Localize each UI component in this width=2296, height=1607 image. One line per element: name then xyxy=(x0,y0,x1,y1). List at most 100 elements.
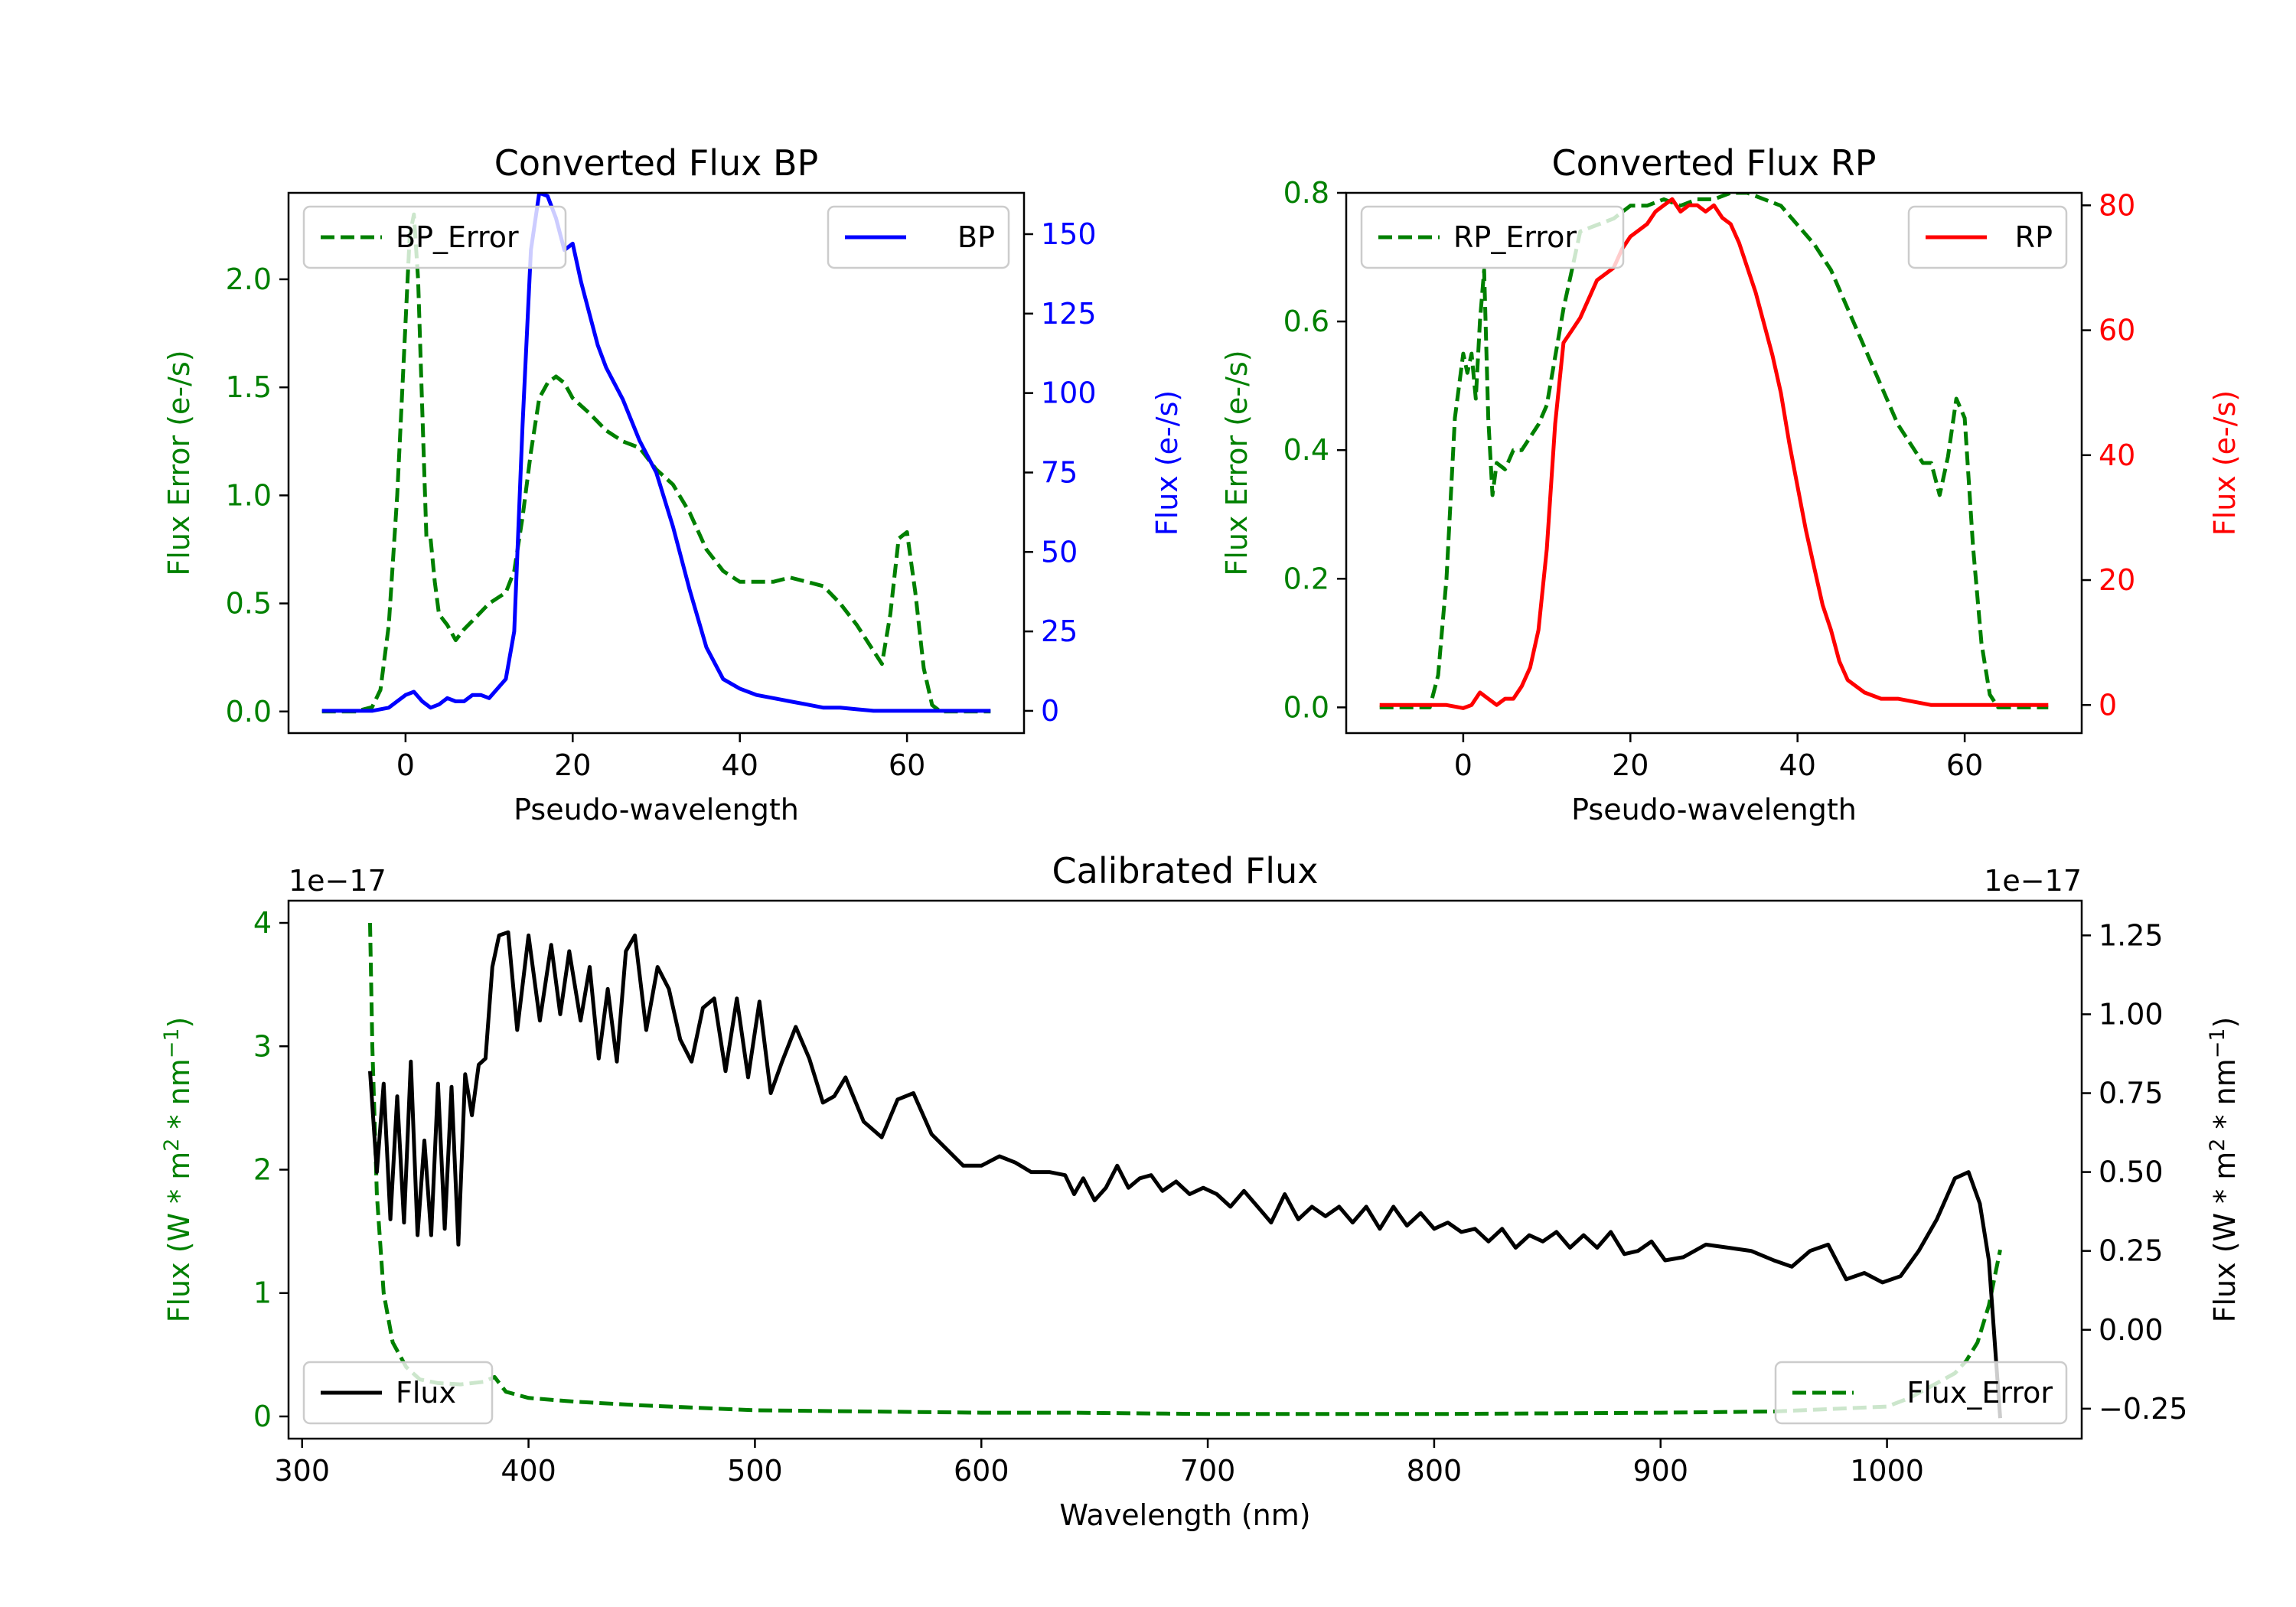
y-right-tick-label: 80 xyxy=(2099,188,2135,222)
axes-frame xyxy=(1345,191,2083,735)
y-left-tick-label: 1.0 xyxy=(226,478,272,512)
y-axis-label-right: Flux (e-/s) xyxy=(2208,390,2242,536)
label-sup: 2 xyxy=(160,1139,184,1152)
y-left-tick-label: 0.6 xyxy=(1283,305,1329,338)
y-right-tick-label: 0.00 xyxy=(2099,1313,2164,1347)
x-tick-label: 40 xyxy=(722,748,758,782)
legend-right: RP xyxy=(1907,205,2068,269)
y-left-tick-label: 1.5 xyxy=(226,370,272,404)
chart-title: Converted Flux BP xyxy=(494,142,819,184)
panel-rp: 0 20 40 60 0.0 0.2 0.4 0.6 0.8 0 20 40 60 80 Converted… xyxy=(1220,142,2242,826)
legend-box xyxy=(1907,205,2068,269)
y-right-tick-label: 0.50 xyxy=(2099,1156,2164,1189)
y-right-tick-label: 150 xyxy=(1041,217,1097,251)
legend-box xyxy=(302,1361,494,1425)
chart-title: Calibrated Flux xyxy=(1052,850,1319,892)
y-left-tick-label: 0.8 xyxy=(1283,176,1329,210)
y-right-tick-label: 1.25 xyxy=(2099,918,2164,952)
x-tick-label: 600 xyxy=(954,1454,1009,1488)
y-axis-label-left: Flux Error (e-/s) xyxy=(162,350,196,575)
x-axis-label: Wavelength (nm) xyxy=(1059,1498,1310,1532)
label-part: ) xyxy=(162,1017,196,1028)
y-right-tick-label: 25 xyxy=(1041,614,1078,648)
legend-box xyxy=(1774,1361,2068,1425)
x-tick-label: 60 xyxy=(1946,748,1983,782)
panel-calibrated: 300 400 500 600 700 800 900 1000 0 1 2 3 4 −0.25 0.00 0… xyxy=(160,850,2242,1532)
x-tick-label: 0 xyxy=(1454,748,1473,782)
y-right-tick-label: 0.25 xyxy=(2099,1234,2164,1268)
y-axis-label-right: Flux (W * m2 * nm−1) xyxy=(2206,1017,2242,1323)
series-line-bp-error xyxy=(321,212,991,714)
label-sup: −1 xyxy=(2206,1028,2229,1058)
series-line-flux-error xyxy=(368,922,2002,1416)
label-part: * nm xyxy=(2208,1058,2242,1138)
y-right-tick-label: 125 xyxy=(1041,297,1097,331)
label-part: Flux (W * m xyxy=(162,1152,196,1323)
legend-box xyxy=(827,205,1010,269)
series-line-bp xyxy=(321,193,991,713)
chart-title: Converted Flux RP xyxy=(1552,142,1877,184)
legend-box xyxy=(302,205,567,269)
y-left-tick-label: 0 xyxy=(253,1400,272,1433)
offset-text-right: 1e−17 xyxy=(1984,864,2082,898)
y-right-tick-label: 0 xyxy=(2099,688,2117,722)
y-right-tick-label: 1.00 xyxy=(2099,997,2164,1031)
y-left-tick-label: 4 xyxy=(253,906,272,940)
y-left-tick-label: 1 xyxy=(253,1276,272,1310)
x-tick-label: 700 xyxy=(1180,1454,1236,1488)
legend-right: Flux_Error xyxy=(1774,1361,2068,1425)
y-axis-label-left: Flux Error (e-/s) xyxy=(1220,350,1254,575)
legend-box xyxy=(1360,205,1625,269)
y-axis-label-right: Flux (e-/s) xyxy=(1150,390,1184,536)
series-line-rp-error xyxy=(1379,193,2049,709)
x-tick-label: 0 xyxy=(396,748,415,782)
y-right-tick-label: 75 xyxy=(1041,455,1078,489)
y-left-tick-label: 0.0 xyxy=(226,695,272,729)
y-left-tick-label: 0.2 xyxy=(1283,562,1329,595)
legend-label: Flux_Error xyxy=(1906,1376,2053,1410)
label-part: ) xyxy=(2208,1017,2242,1028)
x-tick-label: 40 xyxy=(1779,748,1816,782)
label-part: * nm xyxy=(162,1058,196,1138)
legend-left: RP_Error xyxy=(1360,205,1625,269)
legend-label: RP xyxy=(2015,220,2053,254)
x-tick-label: 900 xyxy=(1632,1454,1688,1488)
y-right-tick-label: −0.25 xyxy=(2099,1392,2187,1426)
x-tick-label: 300 xyxy=(274,1454,330,1488)
y-right-tick-label: 20 xyxy=(2099,563,2135,597)
x-tick-label: 400 xyxy=(501,1454,556,1488)
label-part: Flux (W * m xyxy=(2208,1152,2242,1323)
x-tick-label: 60 xyxy=(889,748,925,782)
series-group xyxy=(1379,193,2049,710)
y-right-tick-label: 0.75 xyxy=(2099,1077,2164,1110)
x-tick-label: 20 xyxy=(1612,748,1649,782)
legend-left: Flux xyxy=(302,1361,494,1425)
series-group xyxy=(368,922,2002,1419)
series-line-flux xyxy=(368,930,2002,1419)
series-group xyxy=(321,193,991,714)
y-right-tick-label: 40 xyxy=(2099,438,2135,472)
y-right-tick-label: 60 xyxy=(2099,314,2135,347)
offset-text-left: 1e−17 xyxy=(289,864,386,898)
panel-bp: 0 20 40 60 0.0 0.5 1.0 1.5 2.0 0 25 50 75 100 125 150 Co… xyxy=(162,142,1184,826)
y-left-tick-label: 3 xyxy=(253,1029,272,1063)
y-axis-label-left: Flux (W * m2 * nm−1) xyxy=(160,1017,196,1323)
y-right-tick-label: 0 xyxy=(1041,694,1059,728)
x-tick-label: 1000 xyxy=(1850,1454,1924,1488)
x-tick-label: 20 xyxy=(554,748,591,782)
legend-label: BP_Error xyxy=(396,220,519,254)
legend-label: BP xyxy=(957,220,995,254)
y-left-tick-label: 0.0 xyxy=(1283,690,1329,724)
legend-right: BP xyxy=(827,205,1010,269)
axes-frame xyxy=(287,191,1026,735)
y-right-tick-label: 50 xyxy=(1041,535,1078,569)
legend-label: RP_Error xyxy=(1453,220,1577,254)
x-axis-label: Pseudo-wavelength xyxy=(514,793,799,826)
label-sup: −1 xyxy=(160,1028,184,1058)
y-left-tick-label: 0.5 xyxy=(226,587,272,621)
y-left-tick-label: 2.0 xyxy=(226,262,272,296)
x-tick-label: 500 xyxy=(727,1454,783,1488)
y-right-tick-label: 100 xyxy=(1041,376,1097,410)
y-left-tick-label: 0.4 xyxy=(1283,433,1329,467)
